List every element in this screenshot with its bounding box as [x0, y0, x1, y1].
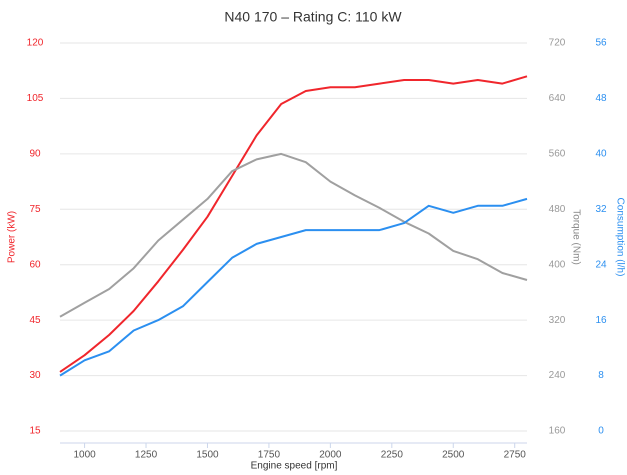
y-tick-label: 30	[29, 370, 41, 381]
x-tick-label: 2750	[504, 450, 527, 461]
y3-tick-label: 56	[595, 38, 607, 49]
x-tick-label: 1250	[135, 450, 158, 461]
y3-tick-label: 32	[595, 204, 607, 215]
y2-tick-label: 240	[549, 370, 566, 381]
y2-axis-label: Torque (Nm)	[570, 209, 581, 265]
y2-tick-label: 320	[549, 315, 566, 326]
y3-tick-label: 40	[595, 148, 607, 159]
chart-title: N40 170 – Rating C: 110 kW	[224, 9, 402, 25]
y3-tick-label: 24	[595, 259, 607, 270]
y2-tick-label: 640	[549, 93, 566, 104]
y3-tick-label: 48	[595, 93, 607, 104]
y2-tick-label: 160	[549, 426, 566, 437]
y-tick-label: 105	[27, 93, 44, 104]
y-tick-label: 120	[27, 38, 44, 49]
x-tick-label: 1000	[73, 450, 96, 461]
x-tick-label: 1500	[196, 450, 219, 461]
x-tick-label: 2000	[319, 450, 342, 461]
series-line	[59, 75, 528, 373]
y3-tick-label: 0	[598, 426, 604, 437]
y-tick-label: 45	[29, 315, 41, 326]
y-tick-label: 60	[29, 259, 41, 270]
y-tick-label: 90	[29, 148, 41, 159]
y2-tick-label: 560	[549, 148, 566, 159]
y2-tick-label: 400	[549, 259, 566, 270]
x-tick-label: 2500	[442, 450, 465, 461]
x-tick-label: 2250	[381, 450, 404, 461]
y-axis-label: Power (kW)	[7, 211, 18, 263]
x-tick-label: 1750	[258, 450, 281, 461]
series-line	[59, 152, 528, 318]
y3-tick-label: 16	[595, 315, 607, 326]
y3-tick-label: 8	[598, 370, 604, 381]
x-axis-label: Engine speed [rpm]	[251, 461, 338, 472]
y2-tick-label: 720	[549, 38, 566, 49]
y3-axis-label: Consumption (l/h)	[614, 198, 625, 277]
y2-tick-label: 480	[549, 204, 566, 215]
y-tick-label: 75	[29, 204, 41, 215]
series-line	[59, 197, 528, 377]
y-tick-label: 15	[29, 426, 41, 437]
